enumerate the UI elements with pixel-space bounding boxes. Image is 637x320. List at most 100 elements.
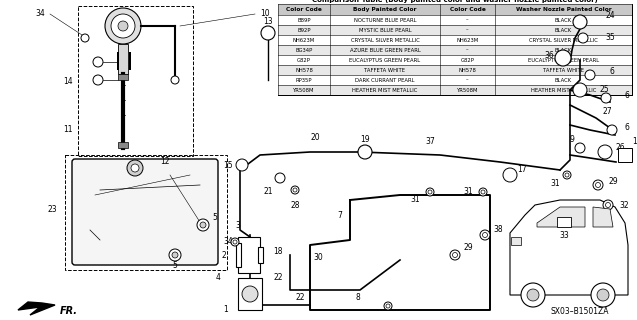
Circle shape xyxy=(596,182,601,188)
Circle shape xyxy=(606,203,610,207)
Text: 5: 5 xyxy=(173,260,178,269)
Bar xyxy=(238,278,262,310)
Circle shape xyxy=(242,286,258,302)
Text: 4: 4 xyxy=(215,274,220,283)
Circle shape xyxy=(236,159,248,171)
Bar xyxy=(258,247,263,263)
Circle shape xyxy=(450,250,460,260)
Text: 2: 2 xyxy=(222,251,226,260)
Bar xyxy=(511,237,521,245)
Text: 34: 34 xyxy=(223,237,233,246)
Text: 26: 26 xyxy=(615,143,625,153)
Circle shape xyxy=(593,180,603,190)
Polygon shape xyxy=(510,200,628,295)
Text: TAFFETA WHITE: TAFFETA WHITE xyxy=(543,68,584,73)
Text: 3: 3 xyxy=(236,220,240,229)
Circle shape xyxy=(575,143,585,153)
Text: 6: 6 xyxy=(624,124,629,132)
Text: 8: 8 xyxy=(355,293,361,302)
Text: 32: 32 xyxy=(619,201,629,210)
Circle shape xyxy=(118,21,128,31)
Bar xyxy=(618,148,632,162)
Circle shape xyxy=(598,145,612,159)
Bar xyxy=(278,35,632,45)
Text: 6: 6 xyxy=(624,91,629,100)
Text: 11: 11 xyxy=(63,125,73,134)
Bar xyxy=(236,243,241,267)
Bar xyxy=(65,155,227,270)
Text: 14: 14 xyxy=(63,77,73,86)
Text: Washer Nozzle Painted Color: Washer Nozzle Painted Color xyxy=(515,7,612,12)
Bar xyxy=(557,217,571,227)
Circle shape xyxy=(573,15,587,29)
Circle shape xyxy=(231,238,239,246)
Text: B89P: B89P xyxy=(297,18,311,22)
Circle shape xyxy=(591,283,615,307)
Text: NOCTURNE BLUE PEARL: NOCTURNE BLUE PEARL xyxy=(354,18,416,22)
Circle shape xyxy=(565,173,569,177)
Text: FR.: FR. xyxy=(60,306,78,316)
Text: 7: 7 xyxy=(338,211,343,220)
Text: 28: 28 xyxy=(290,201,300,210)
Circle shape xyxy=(607,125,617,135)
Text: –: – xyxy=(466,77,469,83)
Text: 17: 17 xyxy=(517,165,527,174)
Circle shape xyxy=(81,34,89,42)
Circle shape xyxy=(480,230,490,240)
Text: YR508M: YR508M xyxy=(457,87,478,92)
Circle shape xyxy=(275,173,285,183)
Text: 5: 5 xyxy=(213,213,217,222)
Text: B92P: B92P xyxy=(297,28,311,33)
Circle shape xyxy=(291,186,299,194)
Text: Color Code: Color Code xyxy=(450,7,485,12)
FancyBboxPatch shape xyxy=(72,159,218,265)
Text: NH623M: NH623M xyxy=(293,37,315,43)
Text: 30: 30 xyxy=(313,253,323,262)
Text: 29: 29 xyxy=(463,244,473,252)
Polygon shape xyxy=(18,302,55,315)
Text: CRYSTAL SILVER METALLIC: CRYSTAL SILVER METALLIC xyxy=(350,37,419,43)
Text: 31: 31 xyxy=(463,188,473,196)
Text: NH623M: NH623M xyxy=(456,37,478,43)
Text: 22: 22 xyxy=(273,274,283,283)
Bar xyxy=(278,55,632,65)
Text: 36: 36 xyxy=(544,52,554,60)
Circle shape xyxy=(111,14,135,38)
Text: 10: 10 xyxy=(260,10,270,19)
Text: 31: 31 xyxy=(410,196,420,204)
Bar xyxy=(278,4,632,15)
Text: YR508M: YR508M xyxy=(293,87,315,92)
Circle shape xyxy=(479,188,487,196)
Circle shape xyxy=(573,83,587,97)
Bar xyxy=(129,52,131,70)
Bar xyxy=(278,75,632,85)
Circle shape xyxy=(603,200,613,210)
Text: AZURE BLUE GREEN PEARL: AZURE BLUE GREEN PEARL xyxy=(350,47,420,52)
Text: G82P: G82P xyxy=(461,58,475,62)
Circle shape xyxy=(233,240,237,244)
Bar xyxy=(78,6,193,156)
Polygon shape xyxy=(537,207,585,227)
Text: Color Code: Color Code xyxy=(286,7,322,12)
Text: DARK CURRANT PEARL: DARK CURRANT PEARL xyxy=(355,77,415,83)
Text: 21: 21 xyxy=(263,188,273,196)
Circle shape xyxy=(563,171,571,179)
Bar xyxy=(278,45,632,55)
Text: 18: 18 xyxy=(273,247,283,257)
Polygon shape xyxy=(593,207,613,227)
Circle shape xyxy=(169,249,181,261)
Bar xyxy=(118,74,128,80)
Circle shape xyxy=(601,93,611,103)
Bar xyxy=(238,237,260,273)
Text: EUCALYPTUS GREEN PEARL: EUCALYPTUS GREEN PEARL xyxy=(528,58,599,62)
Circle shape xyxy=(452,252,457,258)
Circle shape xyxy=(358,145,372,159)
Circle shape xyxy=(171,76,179,84)
Text: EUCALYPTUS GREEN PEARL: EUCALYPTUS GREEN PEARL xyxy=(350,58,420,62)
Circle shape xyxy=(482,233,487,237)
Text: 22: 22 xyxy=(296,293,304,302)
Circle shape xyxy=(261,26,275,40)
Text: 9: 9 xyxy=(569,135,575,145)
Text: 38: 38 xyxy=(493,226,503,235)
Text: 25: 25 xyxy=(599,85,609,94)
